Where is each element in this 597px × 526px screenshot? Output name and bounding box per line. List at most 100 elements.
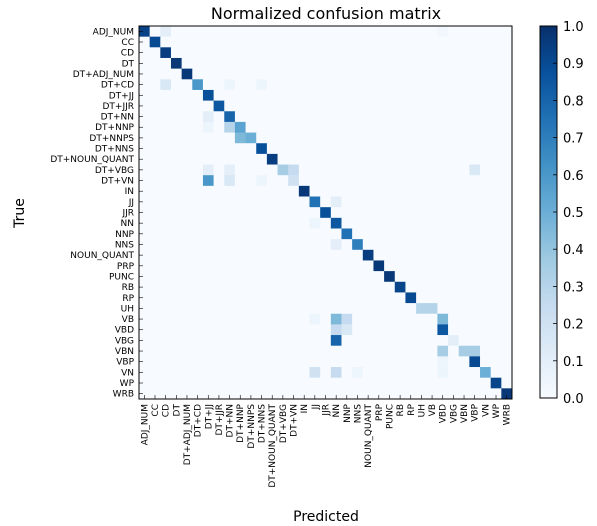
matrix-cell (458, 68, 470, 80)
matrix-cell (149, 26, 161, 38)
matrix-cell (394, 79, 406, 91)
matrix-cell (458, 175, 470, 187)
matrix-cell (256, 121, 268, 133)
matrix-cell (266, 36, 278, 48)
matrix-cell (384, 196, 396, 208)
matrix-cell (448, 185, 460, 197)
matrix-cell (288, 217, 300, 229)
matrix-cell (469, 367, 481, 379)
matrix-cell (405, 377, 417, 389)
matrix-cell (362, 164, 374, 176)
matrix-cell (448, 26, 460, 38)
matrix-cell (202, 47, 214, 59)
matrix-cell (192, 196, 204, 208)
matrix-cell (298, 185, 310, 197)
matrix-cell (256, 281, 268, 293)
matrix-cell (362, 100, 374, 112)
y-tick-label: VN (121, 368, 134, 378)
matrix-cell (480, 153, 492, 165)
matrix-cell (266, 377, 278, 389)
matrix-cell (469, 164, 481, 176)
matrix-cell (384, 260, 396, 272)
matrix-cell (341, 356, 353, 368)
matrix-cell (458, 271, 470, 283)
matrix-cell (213, 57, 225, 70)
matrix-cell (213, 100, 225, 112)
matrix-cell (458, 345, 470, 357)
matrix-cell (458, 153, 470, 165)
matrix-cell (309, 249, 321, 261)
matrix-cell (416, 367, 428, 379)
matrix-cell (330, 175, 342, 187)
matrix-cell (277, 271, 289, 283)
matrix-cell (170, 132, 183, 144)
matrix-cell (405, 367, 417, 379)
matrix-cell (309, 36, 321, 48)
matrix-cell (234, 292, 246, 304)
matrix-cell (362, 79, 374, 91)
matrix-cell (266, 196, 278, 208)
matrix-cell (490, 260, 502, 272)
matrix-cell (192, 207, 204, 219)
matrix-cell (426, 228, 438, 240)
matrix-cell (213, 111, 225, 123)
matrix-cell (501, 26, 513, 38)
matrix-cell (288, 111, 300, 123)
matrix-cell (224, 153, 236, 165)
y-tick-label: RP (122, 294, 134, 304)
matrix-cell (192, 335, 204, 347)
y-tick-label: NNS (115, 240, 134, 250)
matrix-cell (501, 121, 513, 133)
matrix-cell (426, 356, 438, 368)
matrix-cell (192, 153, 204, 165)
matrix-cell (362, 292, 374, 304)
x-tick-label: UH (417, 404, 427, 417)
matrix-cell (373, 377, 385, 389)
matrix-cell (192, 175, 204, 187)
matrix-cell (394, 217, 406, 229)
matrix-cell (224, 388, 236, 400)
matrix-cell (352, 239, 364, 251)
matrix-cell (384, 345, 396, 357)
matrix-cell (448, 356, 460, 368)
matrix-cell (394, 367, 406, 379)
matrix-cell (448, 79, 460, 91)
matrix-cell (192, 111, 204, 123)
matrix-cell (139, 100, 151, 112)
matrix-cell (405, 121, 417, 133)
matrix-cell (394, 228, 406, 240)
matrix-cell (373, 281, 385, 293)
matrix-cell (149, 175, 161, 187)
matrix-cell (341, 249, 353, 261)
matrix-cell (234, 153, 246, 165)
x-tick-label: VN (481, 404, 491, 417)
matrix-cell (405, 175, 417, 187)
matrix-cell (437, 388, 449, 400)
matrix-cell (448, 249, 460, 261)
matrix-cell (501, 196, 513, 208)
matrix-cell (256, 260, 268, 272)
matrix-cell (149, 249, 161, 261)
matrix-cell (234, 100, 246, 112)
matrix-cell (490, 111, 502, 123)
matrix-cell (341, 345, 353, 357)
matrix-cell (416, 345, 428, 357)
matrix-cell (416, 356, 428, 368)
matrix-cell (469, 356, 481, 368)
matrix-cell (490, 26, 502, 38)
matrix-cell (202, 335, 214, 347)
matrix-cell (170, 36, 183, 48)
matrix-cell (501, 217, 513, 229)
matrix-cell (330, 324, 342, 336)
matrix-cell (352, 388, 364, 400)
matrix-cell (320, 47, 332, 59)
matrix-cell (458, 388, 470, 400)
matrix-cell (437, 68, 449, 80)
matrix-cell (362, 132, 374, 144)
matrix-cell (224, 26, 236, 38)
matrix-cell (277, 217, 289, 229)
matrix-cell (245, 36, 257, 48)
matrix-cell (288, 57, 300, 70)
matrix-cell (277, 143, 289, 155)
matrix-cell (192, 121, 204, 133)
